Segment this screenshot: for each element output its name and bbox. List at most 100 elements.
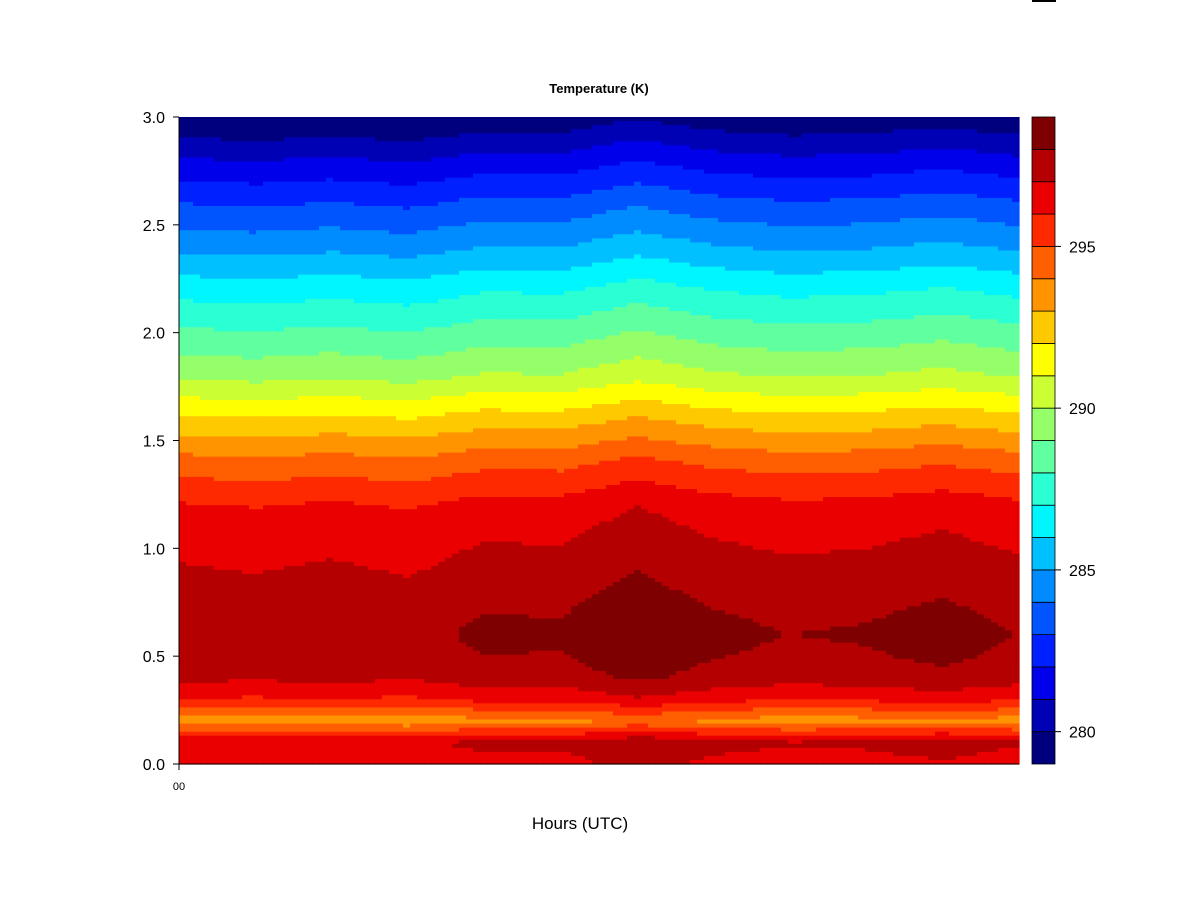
contour-cell	[396, 254, 404, 260]
contour-cell	[333, 133, 341, 138]
contour-cell	[571, 193, 579, 199]
contour-cell	[564, 238, 572, 243]
contour-cell	[725, 181, 733, 187]
contour-cell	[557, 258, 565, 264]
contour-cell	[613, 250, 621, 256]
contour-cell	[704, 129, 712, 134]
contour-cell	[235, 278, 243, 284]
contour-cell	[620, 149, 628, 154]
contour-cell	[375, 282, 383, 288]
contour-cell	[410, 250, 418, 256]
contour-cell	[466, 214, 474, 219]
contour-cell	[977, 185, 985, 191]
contour-cell	[739, 141, 747, 146]
contour-cell	[354, 250, 362, 256]
contour-cell	[438, 137, 446, 142]
contour-cell	[256, 173, 264, 179]
contour-cell	[823, 218, 831, 223]
contour-cell	[368, 149, 376, 154]
contour-cell	[907, 205, 915, 211]
contour-cell	[774, 161, 782, 167]
contour-cell	[550, 161, 558, 167]
contour-cell	[669, 266, 677, 272]
contour-cell	[501, 181, 509, 187]
contour-cell	[424, 214, 432, 219]
contour-cell	[389, 125, 397, 130]
contour-cell	[557, 246, 565, 252]
contour-cell	[515, 129, 523, 134]
contour-cell	[431, 258, 439, 264]
contour-cell	[487, 117, 495, 122]
contour-cell	[319, 121, 327, 126]
contour-cell	[249, 145, 257, 150]
contour-cell	[396, 226, 404, 231]
contour-cell	[1012, 258, 1020, 264]
contour-cell	[655, 169, 663, 175]
contour-cell	[543, 274, 551, 280]
contour-cell	[788, 141, 796, 146]
contour-cell	[340, 141, 348, 146]
contour-cell	[207, 210, 215, 215]
contour-cell	[802, 177, 810, 183]
contour-cell	[998, 230, 1006, 235]
contour-cell	[823, 230, 831, 235]
contour-cell	[536, 274, 544, 280]
contour-cell	[921, 137, 929, 142]
contour-cell	[312, 197, 320, 203]
contour-cell	[235, 125, 243, 130]
contour-cell	[298, 141, 306, 146]
contour-cell	[592, 254, 600, 260]
contour-cell	[361, 230, 369, 235]
contour-cell	[291, 262, 299, 268]
contour-cell	[760, 250, 768, 256]
contour-cell	[494, 117, 502, 122]
contour-cell	[907, 278, 915, 284]
contour-cell	[564, 246, 572, 252]
contour-cell	[536, 201, 544, 207]
contour-cell	[1005, 214, 1013, 219]
contour-cell	[431, 242, 439, 247]
contour-cell	[571, 266, 579, 272]
contour-cell	[298, 129, 306, 134]
contour-cell	[501, 242, 509, 247]
contour-cell	[872, 129, 880, 134]
contour-cell	[620, 117, 628, 122]
contour-cell	[704, 258, 712, 264]
contour-cell	[900, 193, 908, 199]
contour-cell	[816, 262, 824, 268]
contour-cell	[620, 258, 628, 264]
contour-cell	[858, 157, 866, 163]
contour-cell	[207, 181, 215, 187]
contour-cell	[529, 258, 537, 264]
contour-cell	[606, 250, 614, 256]
contour-cell	[697, 153, 705, 159]
contour-cell	[984, 274, 992, 280]
contour-cell	[900, 165, 908, 171]
contour-cell	[949, 133, 957, 138]
contour-cell	[753, 234, 761, 239]
contour-cell	[214, 246, 222, 252]
contour-cell	[858, 205, 866, 211]
contour-cell	[935, 210, 943, 215]
contour-cell	[515, 153, 523, 159]
contour-cell	[333, 258, 341, 264]
contour-cell	[228, 125, 236, 130]
contour-cell	[837, 266, 845, 272]
contour-cell	[312, 258, 320, 264]
contour-cell	[788, 185, 796, 191]
contour-cell	[515, 197, 523, 203]
contour-cell	[403, 250, 411, 256]
contour-cell	[893, 193, 901, 199]
contour-cell	[494, 254, 502, 260]
contour-cell	[291, 210, 299, 215]
contour-cell	[431, 201, 439, 207]
contour-cell	[361, 274, 369, 280]
contour-cell	[333, 242, 341, 247]
contour-cell	[935, 181, 943, 187]
contour-cell	[963, 121, 971, 126]
contour-cell	[431, 169, 439, 175]
contour-cell	[886, 238, 894, 243]
contour-cell	[907, 254, 915, 260]
contour-cell	[683, 262, 691, 268]
contour-cell	[718, 205, 726, 211]
